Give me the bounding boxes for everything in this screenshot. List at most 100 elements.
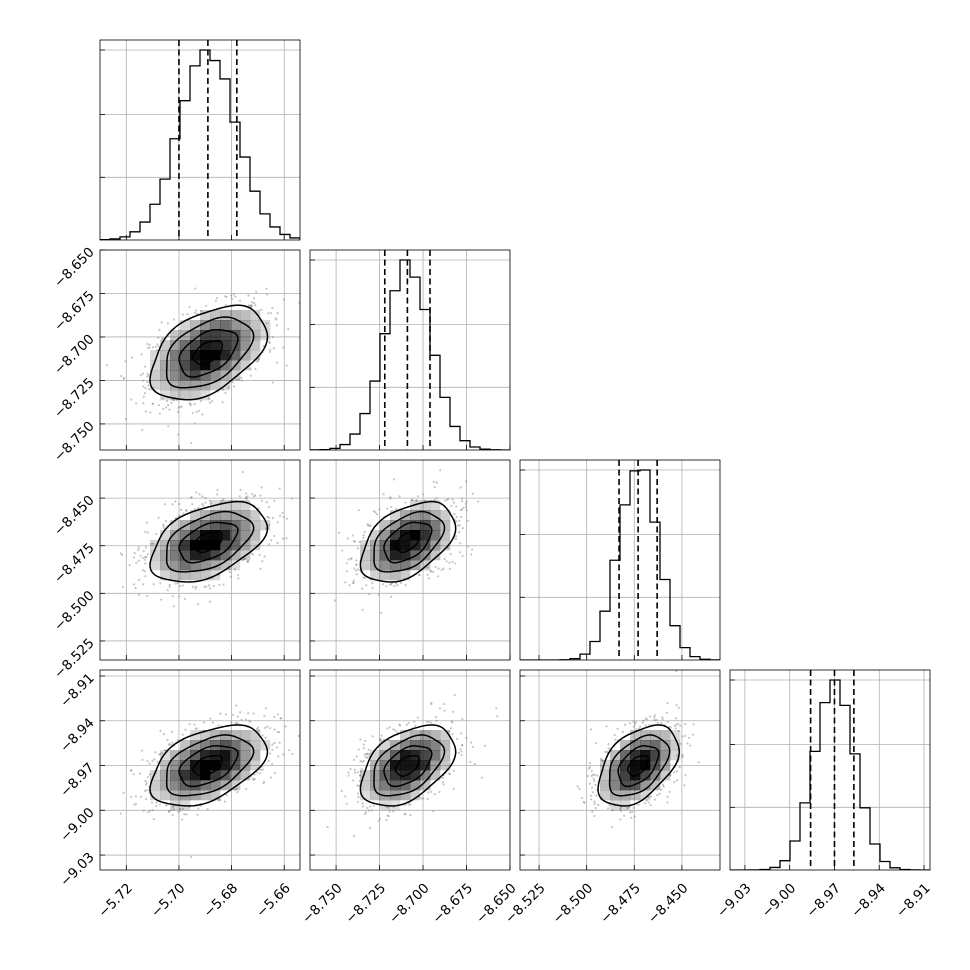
- scatter-point: [195, 410, 198, 413]
- density-cell: [190, 320, 201, 331]
- scatter-point: [433, 486, 436, 489]
- panel-content: [310, 250, 510, 450]
- panel-1-0: −8.750−8.725−8.700−8.675−8.650: [51, 244, 301, 465]
- scatter-point: [278, 487, 281, 490]
- scatter-point: [144, 546, 148, 549]
- scatter-point: [209, 502, 213, 505]
- panel-content: [100, 460, 300, 660]
- scatter-point: [357, 796, 360, 799]
- scatter-point: [177, 810, 180, 814]
- scatter-point: [449, 552, 452, 556]
- scatter-point: [611, 809, 614, 812]
- scatter-point: [409, 814, 412, 817]
- scatter-point: [168, 742, 171, 746]
- density-cell: [670, 740, 681, 751]
- scatter-point: [207, 397, 210, 400]
- scatter-point: [134, 802, 138, 805]
- scatter-point: [658, 792, 661, 795]
- scatter-point: [287, 327, 290, 331]
- scatter-point: [279, 717, 282, 720]
- scatter-point: [149, 411, 152, 414]
- scatter-point: [407, 803, 410, 806]
- density-cell: [390, 780, 401, 791]
- scatter-point: [159, 729, 162, 732]
- scatter-point: [333, 599, 336, 602]
- scatter-point: [132, 583, 136, 586]
- scatter-point: [271, 516, 274, 520]
- scatter-point: [681, 755, 684, 758]
- scatter-point: [195, 491, 198, 494]
- density-cell: [160, 530, 171, 541]
- scatter-point: [665, 711, 668, 714]
- scatter-point: [148, 343, 151, 347]
- y-tick-label: −8.700: [51, 331, 98, 378]
- scatter-point: [677, 706, 680, 709]
- scatter-point: [222, 498, 225, 501]
- scatter-point: [411, 498, 414, 502]
- scatter-point: [362, 747, 365, 750]
- scatter-point: [259, 567, 262, 570]
- scatter-point: [139, 554, 142, 558]
- scatter-point: [193, 402, 196, 406]
- density-cell: [230, 310, 241, 321]
- scatter-point: [273, 499, 276, 502]
- scatter-point: [171, 398, 175, 401]
- scatter-point: [357, 784, 360, 788]
- scatter-point: [256, 359, 260, 363]
- scatter-point: [629, 811, 632, 814]
- density-cell: [190, 780, 201, 791]
- scatter-point: [163, 503, 167, 506]
- scatter-point: [459, 509, 462, 512]
- density-cell: [660, 740, 671, 751]
- scatter-point: [433, 498, 436, 501]
- scatter-point: [645, 799, 648, 802]
- scatter-point: [193, 422, 196, 425]
- scatter-point: [160, 752, 163, 755]
- scatter-point: [259, 494, 262, 497]
- scatter-point: [154, 345, 157, 349]
- scatter-point: [145, 521, 149, 524]
- scatter-point: [427, 577, 430, 580]
- scatter-point: [271, 335, 275, 339]
- scatter-point: [660, 721, 663, 725]
- scatter-point: [647, 795, 650, 799]
- scatter-point: [155, 349, 159, 352]
- scatter-point: [257, 729, 260, 732]
- scatter-point: [258, 772, 261, 775]
- contour-line: [192, 754, 223, 777]
- scatter-point: [196, 813, 199, 816]
- scatter-point: [587, 767, 591, 770]
- density-cell: [620, 740, 631, 751]
- scatter-point: [201, 413, 204, 416]
- scatter-point: [158, 803, 162, 806]
- scatter-point: [236, 715, 239, 718]
- scatter-point: [460, 732, 463, 735]
- scatter-point: [379, 738, 382, 742]
- scatter-point: [165, 406, 168, 409]
- scatter-point: [151, 402, 154, 406]
- scatter-point: [146, 342, 149, 346]
- scatter-point: [350, 557, 353, 560]
- scatter-point: [623, 814, 626, 817]
- density-cell: [150, 370, 161, 381]
- density-cell: [190, 520, 201, 531]
- scatter-point: [386, 507, 389, 510]
- scatter-point: [380, 611, 383, 614]
- scatter-point: [453, 513, 456, 516]
- contour-line: [383, 745, 433, 788]
- scatter-point: [194, 585, 198, 589]
- scatter-point: [145, 555, 148, 559]
- scatter-point: [437, 567, 440, 570]
- scatter-point: [404, 501, 407, 504]
- scatter-point: [359, 770, 362, 773]
- scatter-point: [291, 752, 294, 756]
- scatter-point: [297, 734, 300, 738]
- density-cell: [200, 510, 211, 521]
- scatter-point: [165, 804, 168, 807]
- scatter-point: [464, 480, 468, 483]
- scatter-point: [204, 501, 207, 504]
- scatter-point: [454, 519, 458, 523]
- scatter-point: [352, 581, 355, 585]
- scatter-point: [233, 568, 237, 571]
- scatter-point: [199, 399, 203, 403]
